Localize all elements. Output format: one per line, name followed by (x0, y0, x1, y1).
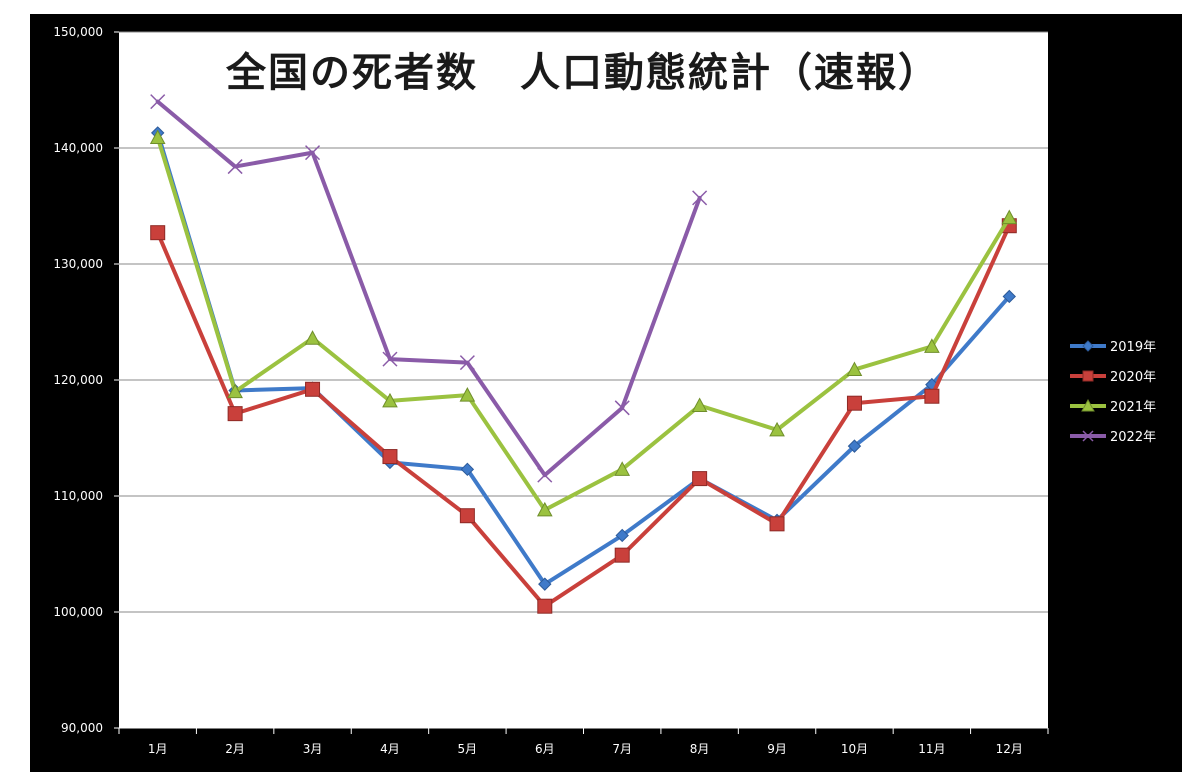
data-point (536, 501, 553, 517)
y-tick-label: 120,000 (53, 373, 103, 387)
x-tick-label: 3月 (303, 742, 323, 756)
data-point (614, 547, 630, 563)
data-point (692, 190, 708, 206)
x-axis-ticks: 1月 2月 3月 4月 5月 6月 7月 8月 9月 10月 11月 12月 (118, 727, 1049, 756)
y-tick-label: 130,000 (53, 257, 103, 271)
data-point (924, 388, 940, 404)
data-point (1002, 289, 1016, 304)
data-point (459, 387, 476, 402)
x-tick-label: 6月 (535, 742, 555, 756)
legend-label: 2020年 (1110, 370, 1156, 385)
data-point (1001, 209, 1018, 225)
data-point (227, 383, 243, 399)
legend-entry: 2022年 (1070, 430, 1156, 445)
legend-label: 2022年 (1110, 430, 1156, 445)
data-point (924, 338, 940, 353)
data-point (150, 225, 166, 241)
y-axis-ticks: 90,000 100,000 110,000 120,000 130,000 140,00… (53, 25, 119, 735)
data-point (769, 516, 785, 532)
data-point (304, 330, 321, 345)
legend: 2019年 2020年 2021年 2022年 (1070, 340, 1156, 445)
x-tick-label: 2月 (225, 742, 245, 756)
data-point (538, 577, 552, 591)
data-point (227, 406, 243, 422)
data-point (227, 159, 243, 175)
x-tick-label: 4月 (380, 742, 400, 756)
data-point (1082, 430, 1094, 442)
data-point (305, 381, 321, 397)
legend-label: 2019年 (1110, 340, 1156, 355)
legend-entry: 2020年 (1070, 370, 1156, 385)
data-point (614, 461, 631, 476)
x-tick-label: 10月 (841, 742, 868, 756)
data-point (382, 351, 398, 367)
series-lines (149, 94, 1018, 614)
data-point (614, 400, 630, 416)
data-point (460, 462, 475, 477)
series-line (155, 223, 1012, 609)
x-tick-label: 12月 (996, 742, 1023, 756)
data-point (846, 361, 863, 377)
y-tick-label: 100,000 (53, 605, 103, 619)
x-tick-label: 7月 (612, 742, 632, 756)
data-point (149, 129, 166, 145)
data-point (1081, 398, 1095, 412)
x-tick-label: 5月 (458, 742, 478, 756)
legend-label: 2021年 (1110, 400, 1156, 415)
y-tick-label: 110,000 (53, 489, 103, 503)
data-point (692, 471, 708, 487)
y-tick-label: 150,000 (53, 25, 103, 39)
series-line (155, 135, 1012, 512)
data-point (847, 439, 862, 453)
y-tick-label: 140,000 (53, 141, 103, 155)
data-point (1082, 340, 1094, 352)
data-point (691, 397, 708, 413)
series-line (155, 99, 702, 478)
data-point (150, 94, 166, 110)
series-line (155, 130, 1012, 587)
data-point (459, 508, 475, 524)
data-point (459, 355, 475, 371)
data-point (537, 467, 553, 483)
x-tick-label: 9月 (767, 742, 787, 756)
gridlines (119, 31, 1048, 613)
data-point (382, 392, 398, 408)
x-tick-label: 1月 (148, 742, 168, 756)
data-point (1082, 370, 1094, 382)
data-point (305, 145, 321, 161)
data-point (537, 598, 553, 614)
x-tick-label: 8月 (690, 742, 710, 756)
data-point (382, 449, 398, 465)
x-tick-label: 11月 (918, 742, 945, 756)
legend-entry: 2021年 (1070, 398, 1156, 415)
data-point (615, 528, 629, 543)
chart-title: 全国の死者数 人口動態統計（速報） (225, 50, 940, 96)
data-point (846, 395, 862, 411)
data-point (769, 421, 785, 437)
legend-entry: 2019年 (1070, 340, 1156, 355)
y-tick-label: 90,000 (61, 721, 103, 735)
